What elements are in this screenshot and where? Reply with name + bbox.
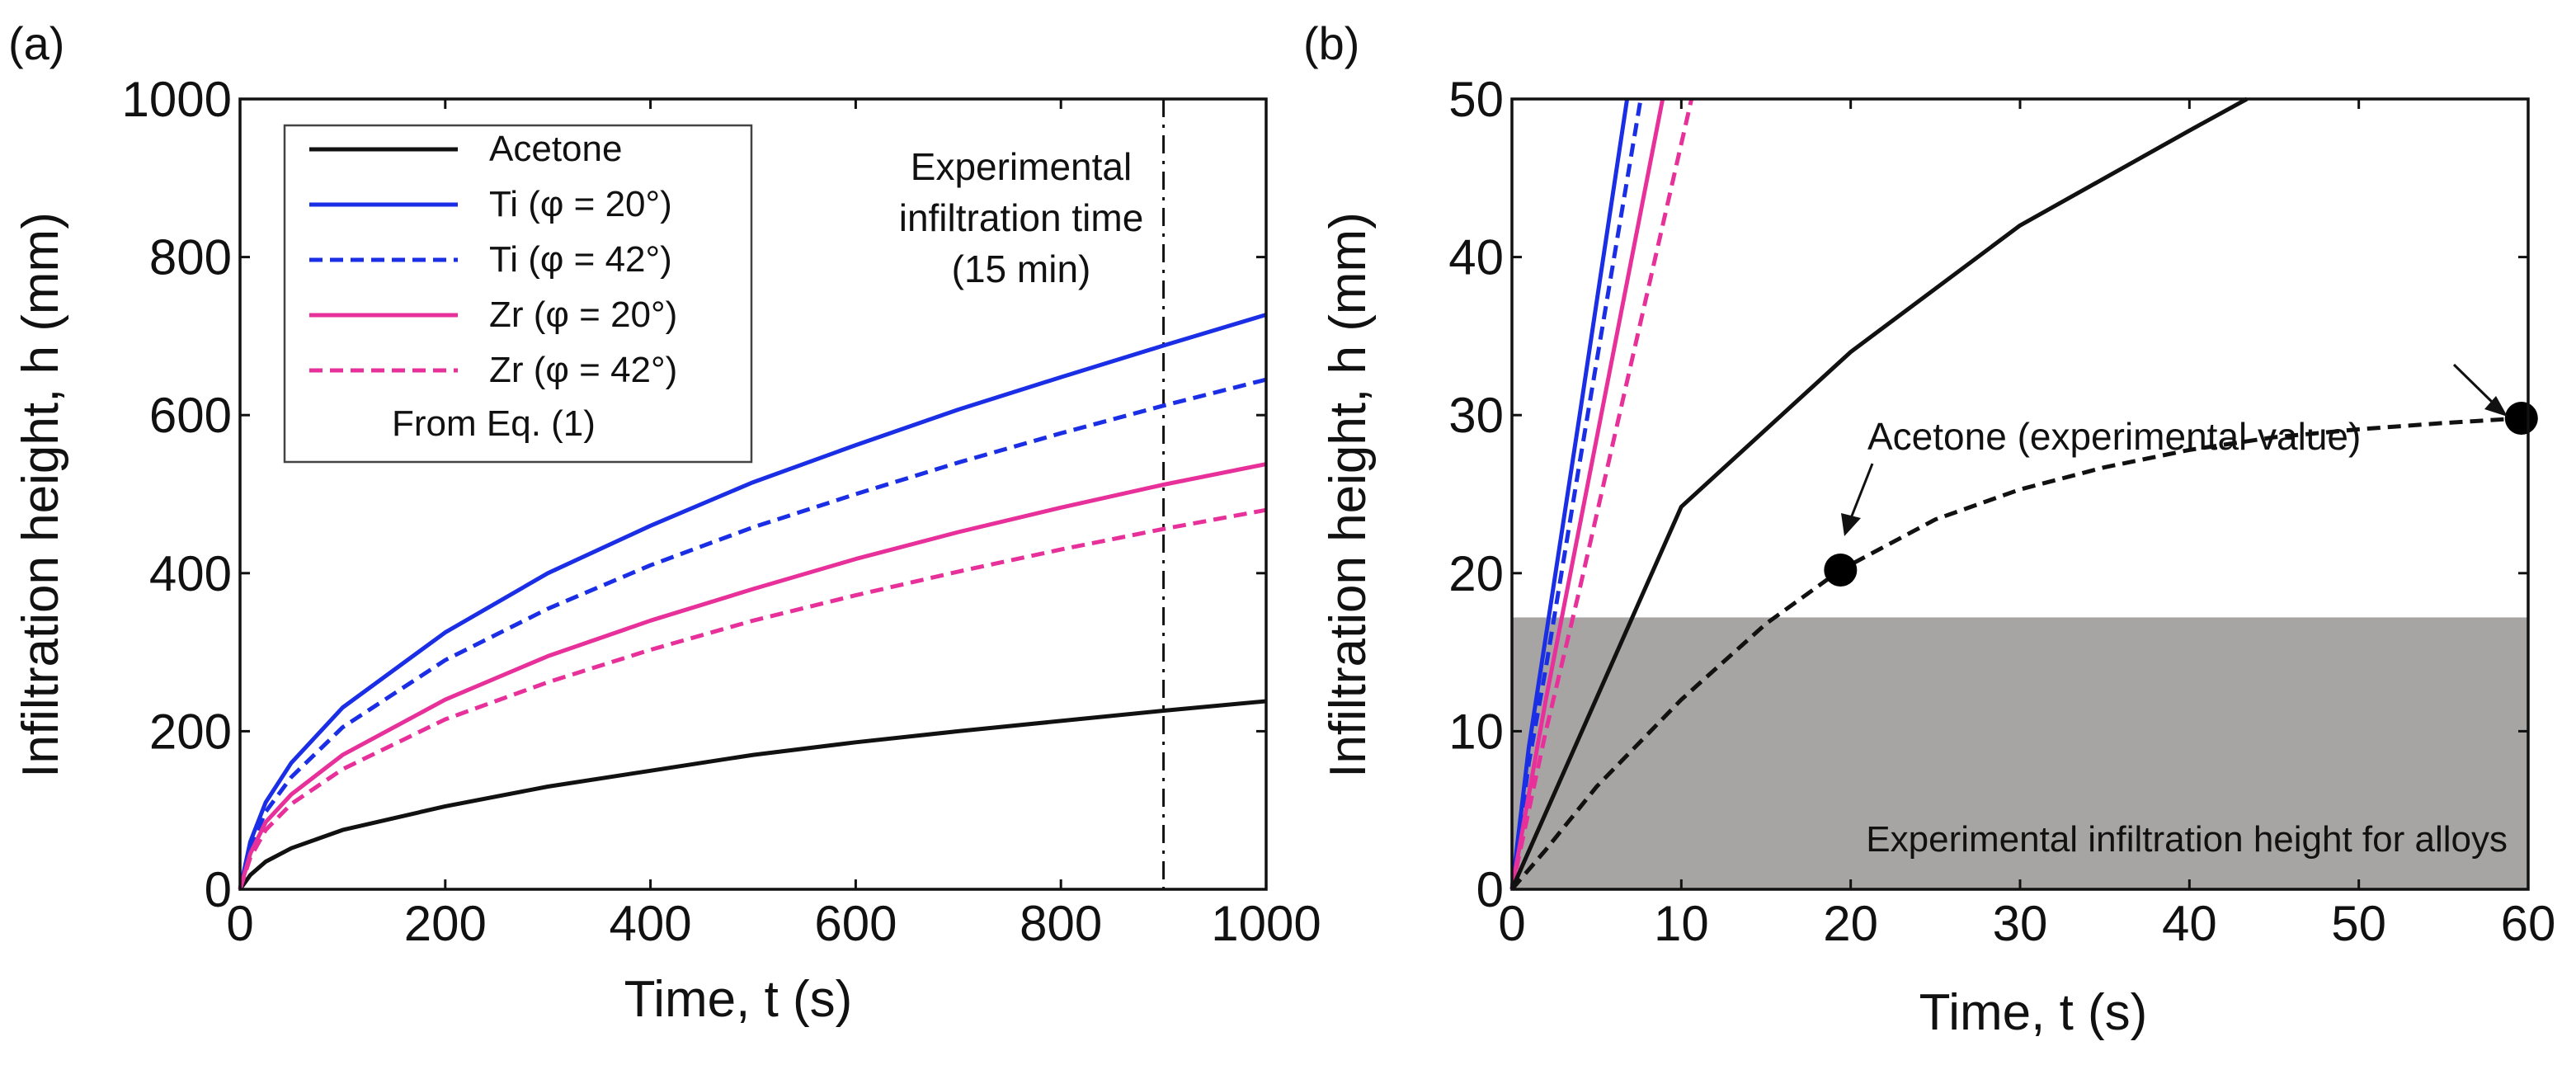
x-tick-label: 600 (814, 896, 897, 951)
x-tick-label: 10 (1654, 896, 1709, 951)
annotation-line-2: infiltration time (899, 196, 1144, 239)
series-line (238, 699, 1267, 891)
x-tick-label: 60 (2501, 896, 2556, 951)
annotation-arrow-right (2452, 363, 2494, 404)
series-line (1509, 97, 2249, 891)
y-tick-label: 30 (1448, 388, 1504, 443)
panel-b-series (1509, 97, 2522, 891)
y-tick-label: 20 (1448, 546, 1504, 601)
legend-note: From Eq. (1) (392, 403, 596, 444)
annotation-line-1: Experimental (911, 145, 1132, 188)
x-tick-label: 400 (610, 896, 692, 951)
acetone-experimental-annotation: Acetone (experimental value) (1841, 363, 2508, 536)
series-line (1510, 416, 2522, 891)
panel-b-tick-labels: 0 10 20 30 40 50 60 0 10 20 30 40 50 (1448, 72, 2555, 951)
series-line (238, 377, 1267, 890)
y-tick-label: 0 (205, 862, 232, 917)
series-line (1509, 98, 1694, 890)
panel-a: (a) 0 200 400 600 800 1000 0 200 400 600 800 1000 A… (8, 17, 1321, 1028)
x-tick-label: 1000 (1211, 896, 1321, 951)
x-tick-label: 0 (1498, 896, 1525, 951)
x-tick-label: 30 (1993, 896, 2048, 951)
y-tick-label: 600 (149, 388, 232, 443)
x-tick-label: 0 (226, 896, 253, 951)
panel-b-plot-frame (1510, 97, 2530, 891)
y-tick-label: 10 (1448, 704, 1504, 759)
panel-b-label: (b) (1303, 17, 1359, 69)
series-line (1509, 98, 1643, 890)
legend-label: Acetone (489, 129, 622, 169)
annotation-line-3: (15 min) (952, 247, 1091, 290)
y-tick-label: 50 (1448, 72, 1504, 127)
x-tick-label: 800 (1020, 896, 1102, 951)
x-tick-label: 200 (404, 896, 487, 951)
legend-items: Acetone Ti (φ = 20°) Ti (φ = 42°) Zr (φ = 2… (309, 129, 677, 390)
legend-box (283, 124, 753, 464)
legend-label: Ti (φ = 42°) (489, 239, 672, 280)
y-tick-label: 40 (1448, 230, 1504, 285)
x-tick-label: 20 (1823, 896, 1878, 951)
panel-a-label: (a) (8, 17, 64, 69)
panel-a-x-axis-label: Time, t (s) (624, 971, 853, 1028)
alloy-height-band-label: Experimental infiltration height for all… (1866, 819, 2508, 860)
experimental-time-annotation: Experimental infiltration time (15 min) (899, 145, 1144, 290)
series-line (238, 313, 1267, 890)
panel-a-legend: Acetone Ti (φ = 20°) Ti (φ = 42°) Zr (φ = 2… (283, 124, 753, 464)
panel-b-x-axis-label: Time, t (s) (1919, 984, 2148, 1041)
arrow-head-right (2484, 396, 2508, 417)
y-tick-label: 800 (149, 230, 232, 285)
panel-a-tick-labels: 0 200 400 600 800 1000 0 200 400 600 800 1000 (122, 72, 1321, 951)
y-tick-label: 400 (149, 546, 232, 601)
panel-b: (b) Experimental infiltration height for… (1303, 17, 2555, 1041)
experimental-point (1824, 553, 1858, 587)
alloy-height-band (1512, 617, 2528, 889)
panel-a-y-axis-label: Infiltration height, h (mm) (12, 212, 69, 778)
series-line (238, 462, 1267, 890)
annotation-arrow-left (1849, 463, 1874, 519)
x-tick-label: 40 (2162, 896, 2217, 951)
experimental-point (2504, 402, 2538, 436)
panel-a-series (238, 313, 1267, 891)
y-tick-label: 0 (1476, 862, 1504, 917)
y-tick-label: 1000 (122, 72, 232, 127)
x-tick-label: 50 (2331, 896, 2386, 951)
series-line (238, 507, 1267, 890)
legend-label: Ti (φ = 20°) (489, 184, 672, 224)
legend-label: Zr (φ = 42°) (489, 350, 677, 390)
panel-b-experimental-points (1824, 402, 2538, 587)
acetone-annotation-text: Acetone (experimental value) (1867, 415, 2361, 458)
panel-b-y-axis-label: Infiltration height, h (mm) (1320, 212, 1377, 778)
arrow-head-left (1841, 513, 1861, 536)
series-line (1509, 98, 1665, 890)
y-tick-label: 200 (149, 704, 232, 759)
legend-label: Zr (φ = 20°) (489, 295, 677, 335)
panel-a-plot-frame (238, 97, 1268, 891)
